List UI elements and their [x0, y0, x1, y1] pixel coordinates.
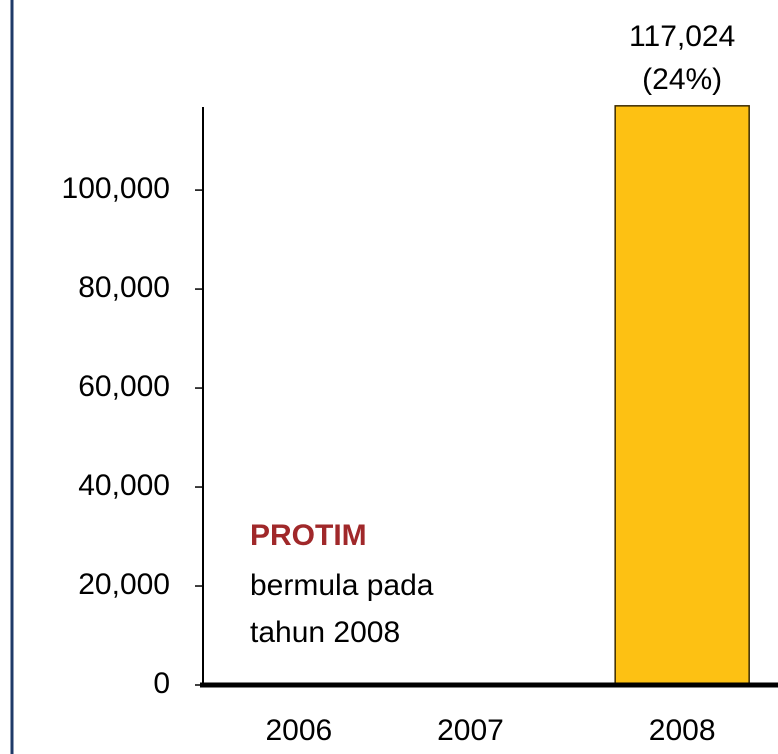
y-tick-label: 80,000 [78, 271, 170, 304]
y-tick-label: 0 [153, 667, 170, 700]
y-tick-label: 20,000 [78, 568, 170, 601]
note-line: bermula pada [250, 569, 434, 602]
note-title: PROTIM [250, 519, 367, 552]
x-tick-label: 2006 [265, 714, 332, 747]
value-label: 117,024 [629, 20, 735, 53]
note-line: tahun 2008 [250, 616, 400, 649]
x-tick-label: 2007 [437, 714, 504, 747]
x-tick-label: 2008 [649, 714, 716, 747]
annotation: (24%) [642, 63, 722, 96]
y-tick-label: 40,000 [78, 469, 170, 502]
y-tick-label: 100,000 [62, 172, 170, 205]
y-tick-label: 60,000 [78, 370, 170, 403]
bar [614, 105, 750, 686]
